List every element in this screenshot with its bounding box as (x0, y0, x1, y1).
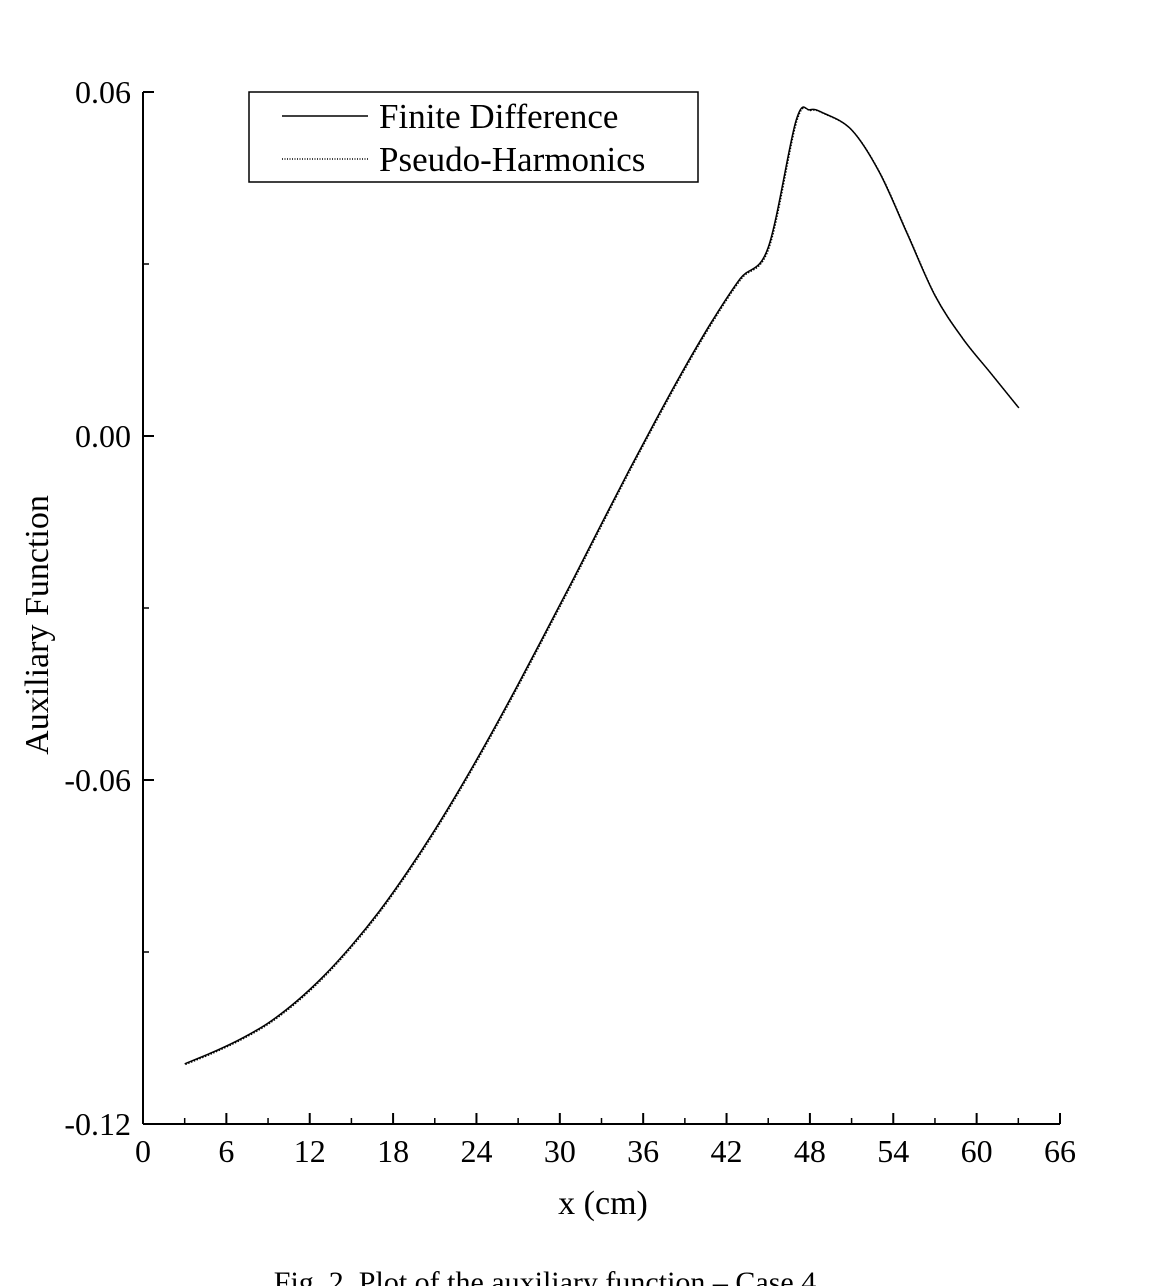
y-tick-label: 0.06 (75, 74, 131, 110)
x-tick-label: 42 (711, 1133, 743, 1169)
x-tick-label: 54 (877, 1133, 909, 1169)
x-tick-label: 18 (377, 1133, 409, 1169)
legend-label-pseudo-harmonics: Pseudo-Harmonics (379, 140, 645, 179)
legend-box (248, 91, 699, 183)
x-axis-ticks: 0 6 12 18 24 30 36 42 48 54 60 66 (135, 1113, 1076, 1169)
x-tick-label: 66 (1044, 1133, 1076, 1169)
x-tick-label: 12 (294, 1133, 326, 1169)
y-tick-label: 0.00 (75, 418, 131, 454)
x-tick-label: 6 (218, 1133, 234, 1169)
x-tick-label: 30 (544, 1133, 576, 1169)
series-line-finite-difference (184, 106, 1019, 1065)
y-tick-label: -0.12 (64, 1106, 131, 1142)
plot-area: 0 6 12 18 24 30 36 42 48 54 60 66 0.06 0.00 -0.06 -0.1… (64, 74, 1076, 1169)
series-line-pseudo-harmonics (185, 107, 1020, 1066)
figure-caption: Fig. 2. Plot of the auxiliary function –… (274, 1266, 816, 1286)
y-axis-title: Auxiliary Function (19, 495, 56, 755)
x-tick-label: 48 (794, 1133, 826, 1169)
y-axis-ticks: 0.06 0.00 -0.06 -0.12 (64, 74, 154, 1142)
x-axis-title: x (cm) (558, 1185, 648, 1222)
x-tick-label: 0 (135, 1133, 151, 1169)
x-tick-label: 60 (961, 1133, 993, 1169)
series-layer (184, 106, 1020, 1066)
y-tick-label: -0.06 (64, 762, 131, 798)
legend: Finite Difference Pseudo-Harmonics (248, 91, 699, 183)
x-tick-label: 36 (627, 1133, 659, 1169)
legend-label-finite-difference: Finite Difference (379, 97, 618, 136)
x-tick-label: 24 (460, 1133, 492, 1169)
